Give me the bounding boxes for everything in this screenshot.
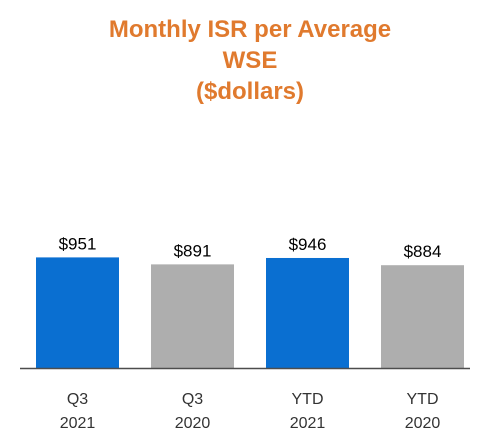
data-label-2: $891 [174, 241, 212, 260]
x-tick-label-4-line-1: YTD [407, 391, 439, 408]
bar-4 [381, 265, 464, 368]
x-tick-label-4-line-2: 2020 [405, 415, 441, 432]
chart-title: Monthly ISR per Average WSE ($dollars) [0, 14, 500, 107]
x-tick-label-2-line-2: 2020 [175, 415, 211, 432]
x-tick-label-3-line-2: 2021 [290, 415, 326, 432]
bar-2 [151, 264, 234, 368]
bar-1 [36, 257, 119, 368]
chart-title-line-3: ($dollars) [195, 78, 305, 105]
data-label-3: $946 [289, 235, 327, 254]
bar-3 [266, 257, 349, 368]
x-tick-label-1-line-1: Q3 [67, 391, 88, 408]
x-tick-label-3-line-1: YTD [292, 391, 324, 408]
chart-title-line-1: Monthly ISR per Average [108, 16, 392, 43]
chart-title-line-2: WSE [222, 47, 278, 74]
data-label-1: $951 [59, 234, 97, 253]
x-tick-label-2-line-1: Q3 [182, 391, 203, 408]
data-label-4: $884 [404, 242, 442, 261]
x-tick-label-1-line-2: 2021 [60, 415, 96, 432]
